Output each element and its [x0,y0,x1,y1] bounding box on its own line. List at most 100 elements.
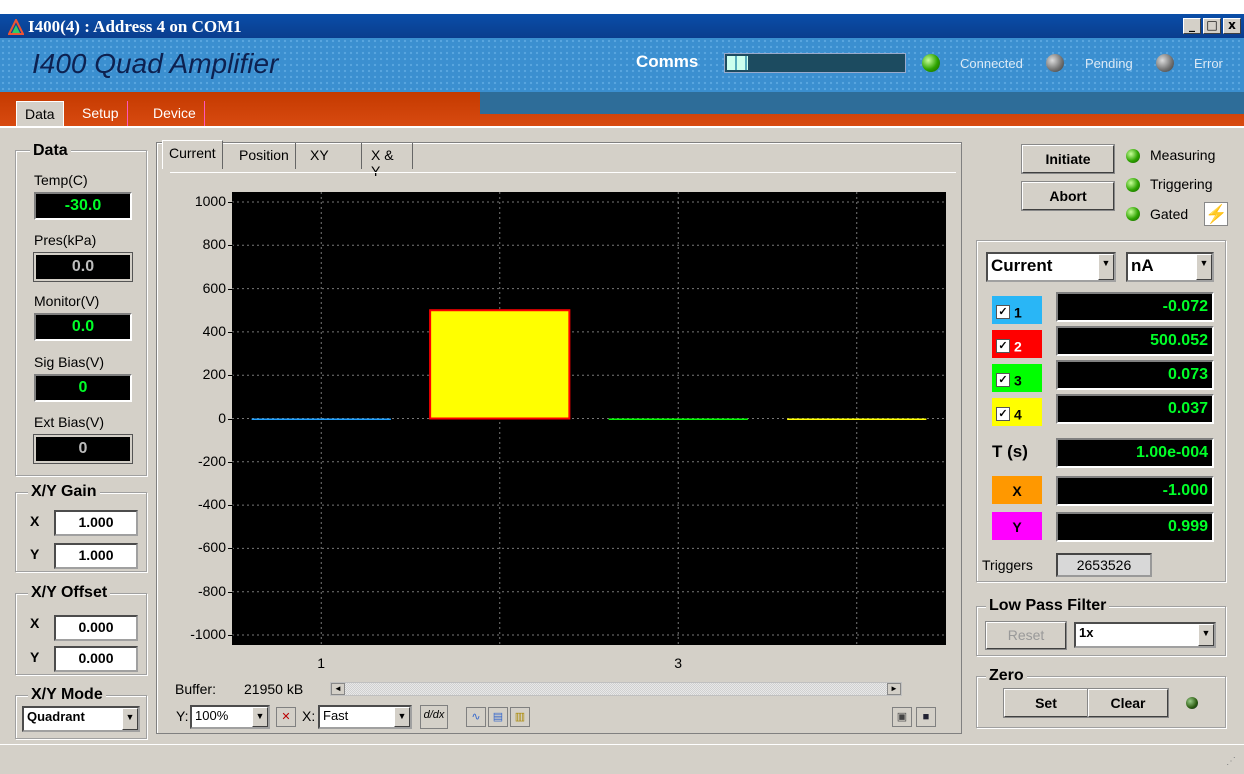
lpf-select[interactable]: 1x ▼ [1074,622,1216,648]
xy-mode-select[interactable]: Quadrant ▼ [22,706,140,732]
temp-readout: -30.0 [34,192,132,220]
ext-bias-readout: 0 [33,434,133,464]
tab-setup[interactable]: Setup [74,101,128,126]
x-channel-label: X [992,476,1042,504]
pending-label: Pending [1085,56,1133,71]
y-tick-mark [228,548,233,550]
bar-chart [232,192,946,645]
close-button[interactable]: x [1223,18,1241,34]
gated-led-icon [1126,207,1140,221]
channel-1-toggle[interactable]: ✓ 1 [992,296,1042,324]
t-label: T (s) [992,442,1028,461]
y-tick-mark [228,418,233,420]
chart-tab-position[interactable]: Position [233,143,296,169]
x-speed-select[interactable]: Fast ▼ [318,705,412,729]
y-tick-label: 1000 [194,193,226,209]
maximize-button[interactable]: □ [1203,18,1221,34]
zero-title: Zero [986,667,1027,685]
chart-tab-current[interactable]: Current [162,140,223,169]
channel-4-toggle[interactable]: ✓ 4 [992,398,1042,426]
gain-x-input[interactable]: 1.000 [54,510,138,536]
xy-mode-value: Quadrant [27,709,85,724]
low-pass-filter-title: Low Pass Filter [986,597,1110,615]
top-strip [0,0,1244,14]
y-tick-label: -400 [197,496,226,513]
zero-group [976,676,1226,728]
lightning-icon[interactable]: ⚡ [1204,202,1228,226]
resize-grip-icon[interactable]: ⋰ [1226,756,1236,767]
zero-led-icon [1186,697,1198,709]
data-group-title: Data [30,142,71,160]
buffer-scrollbar[interactable]: ◄ ► [330,682,902,696]
y-tick-label: -1000 [190,626,226,642]
lpf-reset-button[interactable]: Reset [985,621,1067,650]
bar-channel-1 [251,418,391,420]
y-tick-label: 800 [202,236,226,253]
chart-tab-x-and-y[interactable]: X & Y [365,143,413,179]
channel-4-checkbox[interactable]: ✓ [996,407,1010,422]
chevron-down-icon: ▼ [1196,254,1212,280]
initiate-button[interactable]: Initiate [1021,144,1115,174]
unit-select[interactable]: nA ▼ [1126,252,1214,282]
zero-set-button[interactable]: Set [1003,688,1089,718]
tab-data[interactable]: Data [16,101,64,126]
chevron-down-icon: ▼ [394,707,410,727]
app-header [0,38,1244,92]
line-chart-icon[interactable]: ∿ [466,707,486,727]
y-tick-mark [228,288,233,290]
y-scale-label: Y: [176,708,189,724]
measuring-led-icon [1126,149,1140,163]
channel-3-label: 3 [1014,372,1022,389]
plot-area [232,192,946,645]
scroll-right-icon[interactable]: ► [887,683,901,695]
tab-band-accent [480,92,1244,114]
offset-x-input[interactable]: 0.000 [54,615,138,641]
bar-channel-4 [787,418,927,420]
chevron-down-icon: ▼ [1198,624,1214,646]
t-readout: 1.00e-004 [1056,438,1214,468]
clear-chart-icon[interactable]: ▣ [892,707,912,727]
minimize-button[interactable]: _ [1183,18,1201,34]
y-tick-label: -800 [197,582,226,599]
save-icon[interactable]: ■ [916,707,936,727]
y-scale-select[interactable]: 100% ▼ [190,705,270,729]
bar-chart-icon[interactable]: ▥ [510,707,530,727]
gain-y-input[interactable]: 1.000 [54,543,138,569]
monitor-icon[interactable]: ▤ [488,707,508,727]
buffer-label: Buffer: [175,681,216,697]
error-led-icon [1156,54,1174,72]
measure-select[interactable]: Current ▼ [986,252,1116,282]
comms-progress-bar [724,53,906,73]
gated-label: Gated [1150,206,1189,222]
zero-clear-button[interactable]: Clear [1087,688,1169,718]
autoscale-icon[interactable]: ✕ [276,707,296,727]
abort-button[interactable]: Abort [1021,181,1115,211]
channel-3-toggle[interactable]: ✓ 3 [992,364,1042,392]
app-icon [7,17,25,35]
channel-3-checkbox[interactable]: ✓ [996,373,1010,388]
channel-1-checkbox[interactable]: ✓ [996,305,1010,320]
derivative-icon[interactable]: d/dx [420,705,448,729]
scroll-left-icon[interactable]: ◄ [331,683,345,695]
tab-device[interactable]: Device [145,101,205,126]
offset-y-input[interactable]: 0.000 [54,646,138,672]
temp-label: Temp(C) [34,172,88,188]
y-tick-label: 400 [202,322,226,339]
channel-4-label: 4 [1014,406,1022,423]
triggers-label: Triggers [982,557,1033,573]
channel-1-label: 1 [1014,304,1022,321]
channel-2-readout: 500.052 [1056,326,1214,356]
triggers-count: 2653526 [1056,553,1152,577]
y-readout: 0.999 [1056,512,1214,542]
sig-bias-readout: 0 [34,374,132,402]
channel-2-toggle[interactable]: ✓ 2 [992,330,1042,358]
channel-2-checkbox[interactable]: ✓ [996,339,1010,354]
y-scale-value: 100% [195,708,229,723]
buffer-value: 21950 kB [244,681,304,697]
chart-tab-xy[interactable]: XY [304,143,362,169]
x-tick-label: 3 [674,655,683,671]
bar-channel-3 [608,418,748,420]
y-tick-mark [228,245,233,247]
monitor-label: Monitor(V) [34,293,100,309]
bar-channel-2 [429,309,571,420]
